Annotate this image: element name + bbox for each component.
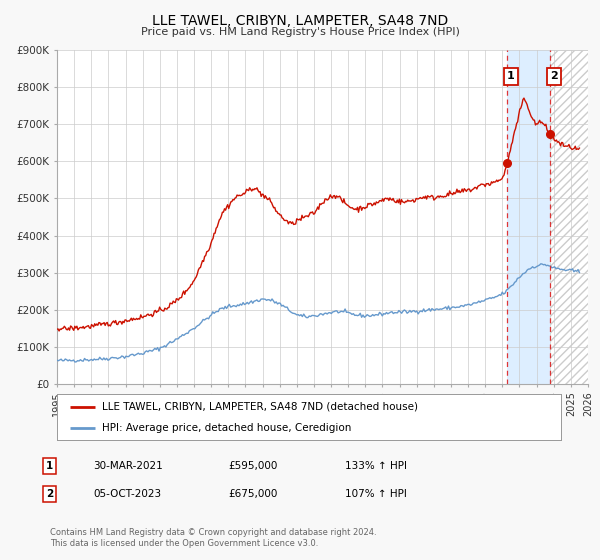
- Text: 30-MAR-2021: 30-MAR-2021: [93, 461, 163, 471]
- Text: Contains HM Land Registry data © Crown copyright and database right 2024.: Contains HM Land Registry data © Crown c…: [50, 528, 376, 536]
- Text: 1: 1: [46, 461, 53, 471]
- Text: Price paid vs. HM Land Registry's House Price Index (HPI): Price paid vs. HM Land Registry's House …: [140, 27, 460, 37]
- Bar: [506, 50, 550, 384]
- Text: 1: 1: [507, 71, 515, 81]
- Text: This data is licensed under the Open Government Licence v3.0.: This data is licensed under the Open Gov…: [50, 539, 318, 548]
- Text: LLE TAWEL, CRIBYN, LAMPETER, SA48 7ND: LLE TAWEL, CRIBYN, LAMPETER, SA48 7ND: [152, 14, 448, 28]
- Text: 2: 2: [550, 71, 557, 81]
- Text: £595,000: £595,000: [228, 461, 277, 471]
- Text: 05-OCT-2023: 05-OCT-2023: [93, 489, 161, 499]
- Bar: [550, 50, 588, 384]
- Text: 133% ↑ HPI: 133% ↑ HPI: [345, 461, 407, 471]
- Text: 107% ↑ HPI: 107% ↑ HPI: [345, 489, 407, 499]
- Text: 2: 2: [46, 489, 53, 499]
- Text: HPI: Average price, detached house, Ceredigion: HPI: Average price, detached house, Cere…: [103, 423, 352, 433]
- Text: £675,000: £675,000: [228, 489, 277, 499]
- Text: LLE TAWEL, CRIBYN, LAMPETER, SA48 7ND (detached house): LLE TAWEL, CRIBYN, LAMPETER, SA48 7ND (d…: [103, 402, 418, 412]
